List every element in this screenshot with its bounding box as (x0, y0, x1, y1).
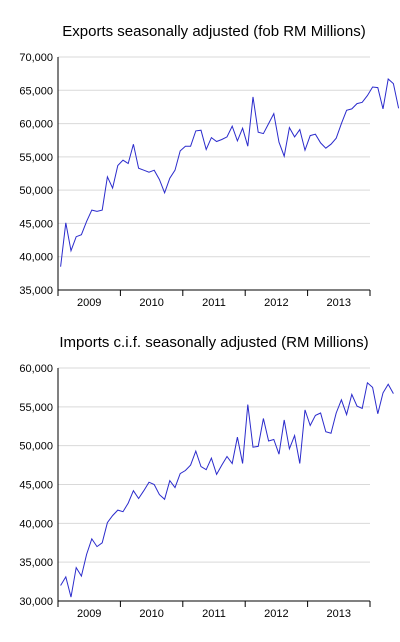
imports-series-line (60, 381, 394, 598)
exports-y-tick-label: 70,000 (19, 52, 53, 64)
imports-x-tick-label: 2010 (139, 608, 163, 620)
exports-chart-title: Exports seasonally adjusted (fob RM Mill… (62, 23, 365, 40)
exports-y-tick-label: 60,000 (19, 119, 53, 131)
imports-y-tick-label: 35,000 (19, 557, 53, 569)
exports-y-tick-label: 40,000 (19, 252, 53, 264)
imports-y-tick-label: 30,000 (19, 596, 53, 608)
exports-x-tick-label: 2013 (327, 297, 351, 309)
exports-x-tick-label: 2010 (139, 297, 163, 309)
exports-y-tick-label: 55,000 (19, 152, 53, 164)
exports-y-tick-label: 65,000 (19, 85, 53, 97)
exports-y-tick-label: 50,000 (19, 185, 53, 197)
imports-y-tick-label: 50,000 (19, 441, 53, 453)
imports-y-tick-label: 45,000 (19, 480, 53, 492)
exports-x-tick-label: 2011 (202, 297, 226, 309)
exports-series-line (60, 78, 400, 267)
exports-y-tick-label: 45,000 (19, 218, 53, 230)
imports-x-tick-label: 2009 (77, 608, 101, 620)
imports-x-tick-label: 2011 (202, 608, 226, 620)
imports-y-tick-label: 60,000 (19, 363, 53, 375)
imports-x-tick-label: 2012 (264, 608, 288, 620)
imports-chart: Imports c.i.f. seasonally adjusted (RM M… (19, 334, 394, 620)
imports-chart-title: Imports c.i.f. seasonally adjusted (RM M… (59, 334, 368, 351)
exports-chart: Exports seasonally adjusted (fob RM Mill… (19, 23, 400, 309)
exports-x-tick-label: 2009 (77, 297, 101, 309)
imports-y-tick-label: 55,000 (19, 402, 53, 414)
exports-x-tick-label: 2012 (264, 297, 288, 309)
imports-x-tick-label: 2013 (327, 608, 351, 620)
exports-y-tick-label: 35,000 (19, 285, 53, 297)
imports-y-tick-label: 40,000 (19, 518, 53, 530)
